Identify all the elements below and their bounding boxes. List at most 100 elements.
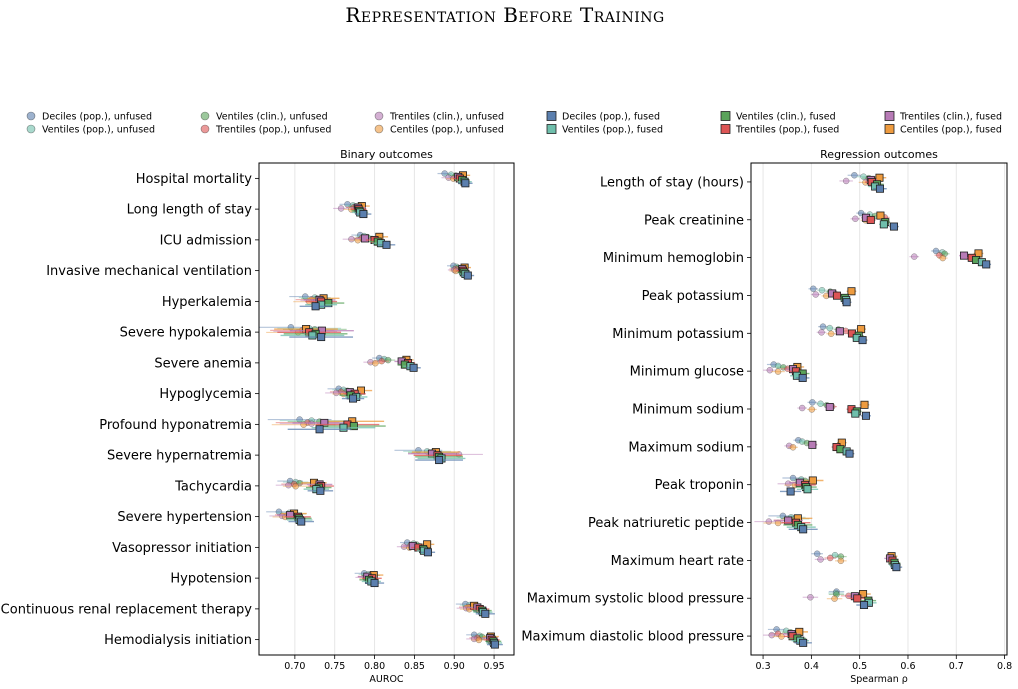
legend-label: Ventiles (pop.), unfused <box>42 125 155 136</box>
point-fused <box>866 215 875 224</box>
point-fused <box>851 409 860 418</box>
legend-entry: Trentiles (clin.), fused <box>884 111 1002 123</box>
point-fused <box>858 336 867 345</box>
point-unfused <box>789 474 797 482</box>
point-fused <box>799 525 808 534</box>
point-fused <box>786 487 795 496</box>
category-label: Minimum glucose <box>630 365 744 380</box>
point-unfused <box>842 177 850 185</box>
legend-entry: Trentiles (pop.), fused <box>720 124 839 136</box>
point-unfused <box>818 329 825 336</box>
category-label: Hyperkalemia <box>162 295 252 310</box>
point-unfused <box>337 205 345 212</box>
point-fused <box>490 640 499 649</box>
chart-panels: Hospital mortality Long length of stay ICU… <box>1 148 1012 685</box>
legend-label: Ventiles (clin.), unfused <box>216 112 328 123</box>
point-unfused <box>818 286 826 294</box>
category-label: Severe hypertension <box>117 510 252 525</box>
legend-entry: Ventiles (pop.), fused <box>546 124 663 136</box>
legend-entry: Deciles (pop.), fused <box>546 111 660 123</box>
category-label: Minimum hemoglobin <box>603 251 744 266</box>
point-fused <box>808 476 817 485</box>
legend-marker-square <box>884 111 895 121</box>
point-fused <box>461 179 470 188</box>
category-label: Long length of stay <box>127 203 253 218</box>
x-tick-label: 0.5 <box>852 661 867 672</box>
x-tick-label: 0.80 <box>364 661 385 672</box>
legend-marker-square <box>546 111 557 121</box>
point-unfused <box>372 359 379 367</box>
legend-marker-square <box>884 124 895 134</box>
point-fused <box>835 327 844 336</box>
point-fused <box>481 609 490 618</box>
axes-frame <box>750 162 1008 656</box>
point-fused <box>317 333 326 342</box>
point-fused <box>798 373 807 382</box>
legend-marker-square <box>546 124 557 134</box>
point-unfused <box>819 323 827 330</box>
point-fused <box>842 298 851 307</box>
legend-label: Ventiles (pop.), fused <box>562 125 663 136</box>
point-unfused <box>911 253 918 260</box>
x-axis-label: Spearman ρ <box>850 674 908 685</box>
point-unfused <box>817 400 824 408</box>
legend-entry: Trentiles (clin.), unfused <box>374 111 504 123</box>
point-unfused <box>441 170 448 177</box>
point-unfused <box>808 406 816 413</box>
point-fused <box>308 331 317 340</box>
x-tick-label: 0.70 <box>284 661 305 672</box>
panel-binary: Hospital mortality Long length of stay ICU… <box>1 148 515 685</box>
point-unfused <box>812 291 819 298</box>
legend-entry: Trentiles (pop.), unfused <box>200 125 331 136</box>
point-fused <box>847 287 856 296</box>
point-unfused <box>292 482 299 490</box>
point-unfused <box>384 356 392 364</box>
category-label: Peak potassium <box>642 289 744 304</box>
category-label: Hypotension <box>170 572 252 587</box>
point-fused <box>315 425 324 434</box>
point-fused <box>316 486 325 495</box>
point-fused <box>825 402 834 411</box>
category-label: Length of stay (hours) <box>600 175 744 190</box>
point-unfused <box>810 285 817 293</box>
point-fused <box>875 184 884 193</box>
point-unfused <box>826 554 834 562</box>
point-fused <box>463 271 472 280</box>
legend-label: Trentiles (clin.), fused <box>899 112 1002 123</box>
legend-label: Centiles (pop.), unfused <box>390 125 504 136</box>
point-fused <box>889 222 898 231</box>
point-unfused <box>831 595 838 602</box>
x-tick-label: 0.8 <box>997 661 1012 672</box>
point-fused <box>808 440 817 449</box>
x-tick-label: 0.90 <box>444 661 465 672</box>
category-label: Maximum heart rate <box>611 554 744 569</box>
panel-title: Regression outcomes <box>820 148 938 161</box>
point-unfused <box>851 172 858 179</box>
point-unfused <box>774 368 782 375</box>
category-label: Minimum sodium <box>632 403 744 418</box>
category-label: Hospital mortality <box>136 172 253 187</box>
x-tick-label: 0.95 <box>484 661 505 672</box>
category-label: Peak creatinine <box>644 213 744 228</box>
panel-regression: Length of stay (hours) Peak creatinine Min… <box>521 148 1012 685</box>
category-label: Tachycardia <box>174 479 252 494</box>
point-unfused <box>813 550 821 557</box>
figure-title: Representation Before Training <box>345 3 664 27</box>
point-fused <box>845 449 854 458</box>
category-label: Maximum sodium <box>628 440 744 455</box>
legend-entry: Centiles (pop.), fused <box>884 124 1002 136</box>
point-fused <box>349 394 358 403</box>
legend-marker-circle <box>200 111 210 121</box>
point-unfused <box>807 594 814 601</box>
category-label: Hypoglycemia <box>159 387 252 402</box>
legend-label: Trentiles (pop.), fused <box>735 125 839 136</box>
point-fused <box>859 590 868 599</box>
point-fused <box>339 423 348 432</box>
point-fused <box>982 260 991 269</box>
category-label: Peak troponin <box>655 478 744 493</box>
point-fused <box>311 302 320 311</box>
point-unfused <box>475 636 483 644</box>
legend-marker-circle <box>374 111 384 121</box>
point-unfused <box>285 481 292 489</box>
